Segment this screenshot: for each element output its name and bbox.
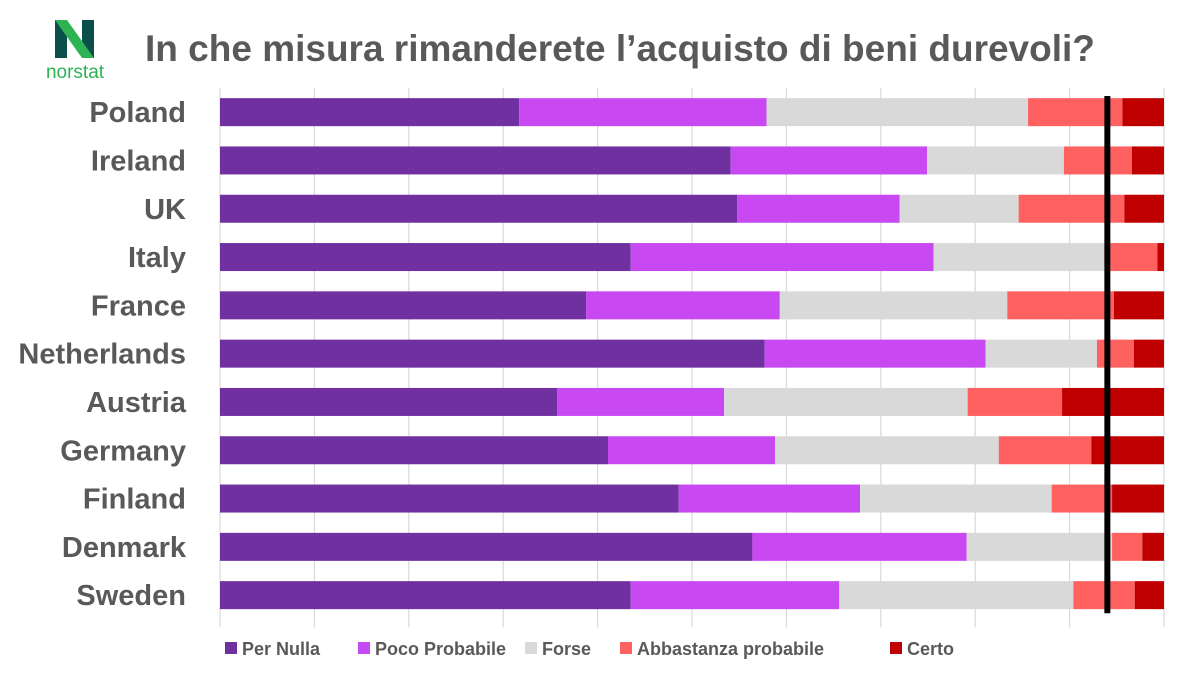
bar-segment: [220, 484, 679, 513]
legend-label: Poco Probabile: [375, 639, 506, 659]
bar-segment: [839, 581, 1074, 610]
legend-swatch: [358, 642, 370, 654]
bar-segment: [1131, 146, 1164, 175]
bar-segment: [1112, 484, 1164, 513]
bar-segment: [899, 194, 1019, 223]
legend-swatch: [890, 642, 902, 654]
bar-segment: [775, 436, 999, 465]
bar-segment: [860, 484, 1052, 513]
bar-segment: [586, 291, 780, 320]
bar-segment: [764, 339, 986, 368]
category-label: UK: [144, 194, 186, 226]
bar-segment: [678, 484, 861, 513]
bar-segment: [220, 146, 731, 175]
bar-segment: [220, 532, 753, 561]
bar-segment: [1134, 581, 1164, 610]
legend-swatch: [525, 642, 537, 654]
category-label: Finland: [83, 484, 186, 516]
norstat-logo: norstat: [46, 20, 105, 83]
bar-segment: [933, 243, 1111, 272]
bar-segment: [766, 98, 1029, 127]
bar-segment: [927, 146, 1064, 175]
bar-segment: [607, 436, 776, 465]
bar-segment: [1124, 194, 1164, 223]
bar-segment: [1051, 484, 1113, 513]
bar-segment: [220, 339, 765, 368]
bar-segment: [1112, 532, 1143, 561]
legend-label: Certo: [907, 639, 954, 659]
category-label: Germany: [60, 435, 186, 467]
bar-segment: [1157, 243, 1164, 272]
category-label: France: [91, 290, 186, 322]
svg-text:norstat: norstat: [46, 62, 105, 83]
category-label: Poland: [89, 97, 186, 129]
bar-segment: [557, 387, 725, 416]
category-label: Ireland: [91, 145, 186, 177]
bar-segment: [1122, 98, 1164, 127]
bar-segment: [737, 194, 900, 223]
bar-segment: [220, 436, 608, 465]
legend-swatch: [620, 642, 632, 654]
bar-segment: [519, 98, 767, 127]
legend-swatch: [225, 642, 237, 654]
bar-segment: [1142, 532, 1164, 561]
chart-title: In che misura rimanderete l’acquisto di …: [145, 28, 1095, 69]
bar-segment: [1110, 243, 1158, 272]
bar-segment: [1091, 436, 1164, 465]
category-label: Austria: [86, 387, 187, 419]
bar-segment: [630, 581, 840, 610]
legend-label: Abbastanza probabile: [637, 639, 824, 659]
bar-segment: [220, 194, 738, 223]
bar-segment: [730, 146, 928, 175]
bar-segment: [220, 291, 587, 320]
bar-segment: [220, 243, 631, 272]
category-label: Sweden: [76, 580, 186, 612]
legend-label: Forse: [542, 639, 591, 659]
bar-segment: [985, 339, 1097, 368]
bar-segment: [967, 387, 1063, 416]
bar-segment: [630, 243, 934, 272]
bar-segment: [998, 436, 1092, 465]
bar-segment: [966, 532, 1113, 561]
bar-segment: [752, 532, 967, 561]
bar-segment: [1007, 291, 1114, 320]
bar-segment: [1096, 339, 1134, 368]
category-label: Denmark: [62, 532, 187, 564]
bar-segment: [779, 291, 1008, 320]
bar-segment: [1113, 291, 1164, 320]
bar-segment: [220, 581, 631, 610]
bar-segment: [220, 98, 520, 127]
category-label: Netherlands: [18, 339, 186, 371]
bar-segment: [1062, 387, 1164, 416]
bar-segment: [1133, 339, 1164, 368]
legend-label: Per Nulla: [242, 639, 321, 659]
bar-segment: [220, 387, 558, 416]
bar-segment: [1073, 581, 1135, 610]
category-label: Italy: [128, 242, 186, 274]
bar-segment: [1063, 146, 1132, 175]
bar-segment: [724, 387, 968, 416]
